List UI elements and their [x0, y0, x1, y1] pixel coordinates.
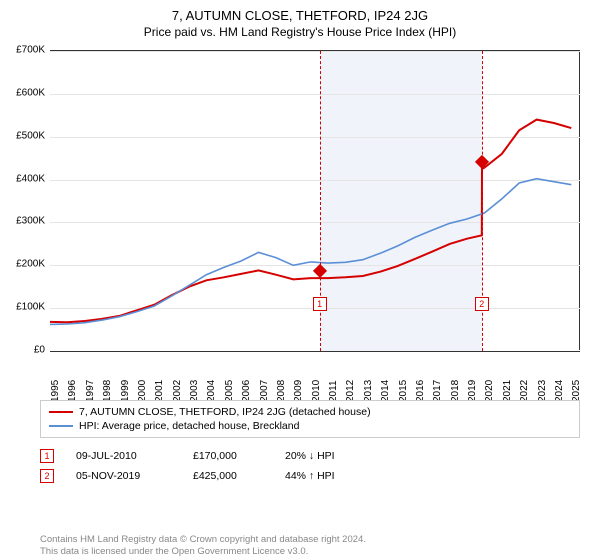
x-tick-label: 2019: [467, 380, 478, 402]
sale-rows: 1 09-JUL-2010 £170,000 20% ↓ HPI 2 05-NOV-201…: [40, 446, 580, 486]
y-tick-label: £0: [0, 345, 45, 356]
x-tick-label: 2003: [189, 380, 200, 402]
y-tick-label: £500K: [0, 130, 45, 141]
sale-price: £425,000: [193, 470, 263, 482]
x-tick-label: 2004: [206, 380, 217, 402]
legend-swatch: [49, 425, 73, 427]
y-tick-label: £300K: [0, 216, 45, 227]
sale-marker-box: 1: [313, 297, 327, 311]
sale-row: 1 09-JUL-2010 £170,000 20% ↓ HPI: [40, 446, 580, 466]
series-hpi: [50, 179, 571, 325]
sale-date: 09-JUL-2010: [76, 450, 171, 462]
x-tick-label: 1997: [85, 380, 96, 402]
x-tick-label: 2022: [519, 380, 530, 402]
y-tick-label: £100K: [0, 302, 45, 313]
sale-marker-box: 2: [475, 297, 489, 311]
y-tick-label: £600K: [0, 87, 45, 98]
sale-diff: 20% ↓ HPI: [285, 450, 365, 462]
x-tick-label: 2023: [537, 380, 548, 402]
x-tick-label: 2005: [224, 380, 235, 402]
x-tick-label: 2016: [415, 380, 426, 402]
x-tick-label: 1995: [50, 380, 61, 402]
x-tick-label: 2006: [241, 380, 252, 402]
legend-item: HPI: Average price, detached house, Brec…: [49, 419, 571, 433]
x-tick-label: 2010: [311, 380, 322, 402]
attribution: Contains HM Land Registry data © Crown c…: [40, 534, 366, 558]
legend: 7, AUTUMN CLOSE, THETFORD, IP24 2JG (det…: [40, 400, 580, 486]
x-tick-label: 2020: [484, 380, 495, 402]
x-tick-label: 2000: [137, 380, 148, 402]
x-tick-label: 1998: [102, 380, 113, 402]
x-tick-label: 2008: [276, 380, 287, 402]
plot-area: 12: [50, 50, 580, 350]
x-tick-label: 2007: [259, 380, 270, 402]
chart-title: 7, AUTUMN CLOSE, THETFORD, IP24 2JG: [0, 0, 600, 23]
x-tick-label: 2001: [154, 380, 165, 402]
x-tick-label: 2002: [172, 380, 183, 402]
chart-subtitle: Price paid vs. HM Land Registry's House …: [0, 23, 600, 45]
y-tick-label: £700K: [0, 45, 45, 56]
sale-date: 05-NOV-2019: [76, 470, 171, 482]
attribution-line1: Contains HM Land Registry data © Crown c…: [40, 534, 366, 546]
x-tick-label: 2012: [345, 380, 356, 402]
series-property: [50, 120, 571, 323]
legend-swatch: [49, 411, 73, 413]
x-tick-label: 2009: [293, 380, 304, 402]
sale-row: 2 05-NOV-2019 £425,000 44% ↑ HPI: [40, 466, 580, 486]
legend-label: HPI: Average price, detached house, Brec…: [79, 420, 299, 432]
x-tick-label: 2011: [328, 380, 339, 402]
x-tick-label: 1999: [120, 380, 131, 402]
sale-diff: 44% ↑ HPI: [285, 470, 365, 482]
x-tick-label: 2025: [571, 380, 582, 402]
x-tick-label: 2014: [380, 380, 391, 402]
y-tick-label: £400K: [0, 173, 45, 184]
x-axis-labels: 1995199619971998199920002001200220032004…: [50, 352, 580, 397]
chart-plot: 12 £0£100K£200K£300K£400K£500K£600K£700K: [50, 50, 580, 350]
x-tick-label: 1996: [67, 380, 78, 402]
x-tick-label: 2013: [363, 380, 374, 402]
sale-row-marker: 1: [40, 449, 54, 463]
x-tick-label: 2021: [502, 380, 513, 402]
x-tick-label: 2017: [432, 380, 443, 402]
y-tick-label: £200K: [0, 259, 45, 270]
x-tick-label: 2015: [398, 380, 409, 402]
legend-box: 7, AUTUMN CLOSE, THETFORD, IP24 2JG (det…: [40, 400, 580, 438]
x-tick-label: 2018: [450, 380, 461, 402]
x-tick-label: 2024: [554, 380, 565, 402]
attribution-line2: This data is licensed under the Open Gov…: [40, 546, 366, 558]
legend-item: 7, AUTUMN CLOSE, THETFORD, IP24 2JG (det…: [49, 405, 571, 419]
sale-row-marker: 2: [40, 469, 54, 483]
legend-label: 7, AUTUMN CLOSE, THETFORD, IP24 2JG (det…: [79, 406, 371, 418]
sale-price: £170,000: [193, 450, 263, 462]
chart-container: 7, AUTUMN CLOSE, THETFORD, IP24 2JG Pric…: [0, 0, 600, 560]
